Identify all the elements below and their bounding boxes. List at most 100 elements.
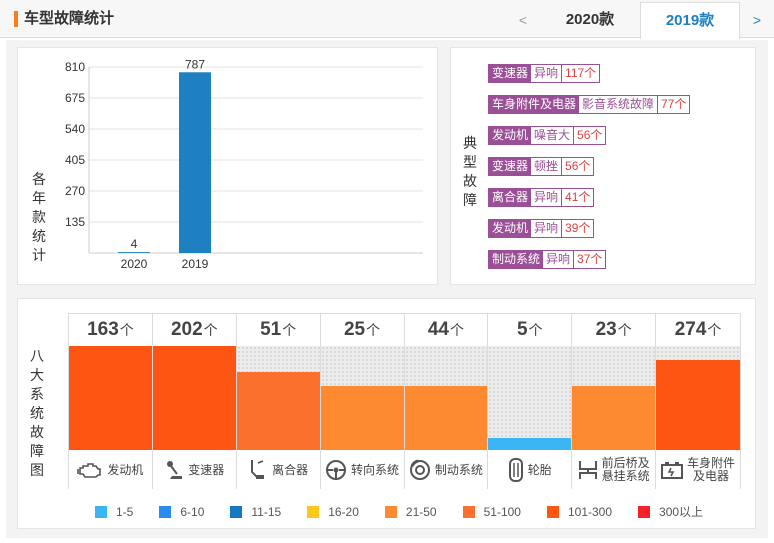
bar-2019 [179, 72, 211, 253]
fault-tag-list: 变速器 异响 117个 车身附件及电器 影音系统故障 77个 发动机 噪音大 56个 变速器 顿挫 5… [488, 64, 691, 281]
system-count-unit: 个 [707, 322, 722, 338]
y-tick-label: 810 [65, 60, 85, 74]
fault-symptom-label: 异响 [531, 189, 563, 206]
y-tick-label: 675 [65, 91, 85, 105]
system-count-value: 274 [674, 319, 707, 340]
fault-symptom-label: 异响 [531, 220, 563, 237]
fault-symptom-label: 异响 [543, 251, 575, 268]
fault-count-label: 41个 [562, 189, 594, 206]
system-count: 25个 [320, 314, 404, 346]
typical-faults-side-label: 典 型 故 障 [462, 134, 478, 210]
fault-tag[interactable]: 车身附件及电器 影音系统故障 77个 [488, 95, 691, 114]
fault-tag[interactable]: 发动机 噪音大 56个 [488, 126, 607, 145]
fault-tag[interactable]: 制动系统 异响 37个 [488, 250, 607, 269]
fault-symptom-label: 顿挫 [531, 158, 563, 175]
fault-tag[interactable]: 发动机 异响 39个 [488, 219, 595, 238]
engine-icon [77, 461, 107, 479]
system-name-cell: 变速器 [152, 451, 236, 489]
fault-count-label: 77个 [658, 96, 690, 113]
legend-label: 6-10 [180, 504, 205, 519]
system-bar [656, 359, 740, 450]
system-bar-area [404, 346, 488, 450]
system-count-value: 44 [427, 319, 449, 340]
legend-label: 21-50 [405, 504, 437, 519]
brake-disc-icon [409, 459, 435, 481]
next-year-arrow-icon[interactable]: > [752, 12, 762, 28]
system-count-value: 51 [260, 319, 282, 340]
legend: 1-5 6-10 11-15 16-20 21-50 51-100 101-300 300以上 [95, 503, 729, 520]
system-bar-area [320, 346, 404, 450]
fault-count-label: 56个 [562, 158, 594, 175]
legend-item: 1-5 [95, 503, 133, 520]
system-bar [236, 372, 320, 450]
legend-swatch [95, 505, 107, 518]
fault-system-label: 发动机 [489, 220, 532, 237]
system-name: 制动系统 [434, 462, 483, 477]
legend-label: 51-100 [483, 504, 521, 519]
system-column[interactable]: 44个制动系统 [404, 313, 489, 489]
system-count-value: 25 [343, 319, 366, 340]
fault-tag[interactable]: 变速器 异响 117个 [488, 64, 601, 83]
fault-tag[interactable]: 离合器 异响 41个 [488, 188, 595, 207]
typical-faults-panel: 典 型 故 障 变速器 异响 117个车身附件及电器 影音系统故障 77个 发动机 噪音大 5… [450, 47, 756, 285]
legend-swatch [384, 505, 397, 518]
system-count-value: 23 [595, 319, 617, 340]
system-column[interactable]: 25个转向系统 [320, 313, 405, 489]
legend-swatch [546, 505, 559, 518]
legend-item: 6-10 [159, 503, 204, 520]
tab-2019[interactable]: 2019款 [640, 2, 740, 39]
system-bar-area [69, 346, 152, 450]
system-count-value: 202 [170, 319, 203, 340]
fault-system-label: 变速器 [489, 158, 532, 175]
system-count-value: 5 [517, 319, 528, 340]
system-bar [320, 385, 404, 450]
system-column[interactable]: 202个变速器 [152, 313, 237, 489]
side-label-char: 典 [463, 135, 477, 151]
page-title: 车型故障统计 [24, 10, 115, 27]
system-bar-area [236, 346, 320, 450]
y-tick-label: 405 [65, 153, 85, 167]
system-column[interactable]: 274个车身附件 及电器 [656, 313, 741, 489]
system-bar [152, 346, 236, 450]
system-column[interactable]: 23个 前后桥及 悬挂系统 [572, 313, 657, 489]
battery-icon [661, 461, 687, 479]
legend-swatch [638, 505, 651, 518]
prev-year-arrow-icon[interactable]: < [518, 12, 528, 28]
system-name-cell: 转向系统 [320, 451, 404, 489]
steering-wheel-icon [325, 459, 351, 481]
system-name-cell: 轮胎 [488, 451, 572, 489]
side-label-char: 八 [30, 348, 44, 364]
system-bar [404, 385, 488, 450]
system-count-unit: 个 [282, 322, 297, 338]
y-tick-label: 135 [65, 215, 85, 229]
fault-system-label: 制动系统 [489, 251, 544, 268]
system-count-unit: 个 [203, 322, 218, 338]
system-name-line: 车身附件 [687, 456, 736, 470]
fault-symptom-label: 异响 [531, 65, 563, 82]
clutch-pedal-icon [248, 459, 272, 481]
system-count-unit: 个 [450, 322, 464, 338]
system-name: 发动机 [107, 462, 144, 477]
year-chart-side-label: 各 年 款 统 计 [31, 170, 47, 265]
system-count: 274个 [656, 314, 740, 346]
legend-item: 300以上 [638, 503, 703, 520]
system-column[interactable]: 5个轮胎 [488, 313, 573, 489]
systems-grid: 163个 发动机 202个 变速器 51个 离合器 25个 转向系统 44个 制动系统 5个 轮胎 23… [68, 313, 741, 489]
system-column[interactable]: 163个 发动机 [69, 313, 153, 489]
fault-count-label: 56个 [574, 127, 606, 144]
systems-panel: 八 大 系 统 故 障 图 163个 发动机 202个 变速器 51个 离合器 25个 转向系… [17, 298, 756, 529]
side-label-char: 图 [30, 462, 44, 478]
system-count: 202个 [152, 314, 236, 346]
legend-swatch [462, 505, 475, 518]
system-bar-area [572, 346, 656, 450]
fault-tag[interactable]: 变速器 顿挫 56个 [488, 157, 595, 176]
page-header: 车型故障统计 < 2020款 2019款 > [0, 0, 774, 39]
system-name-cell: 车身附件 及电器 [656, 451, 740, 489]
legend-item: 11-15 [230, 503, 281, 520]
system-column[interactable]: 51个 离合器 [236, 313, 321, 489]
side-label-char: 型 [463, 154, 477, 170]
legend-swatch [159, 505, 172, 518]
system-name-line: 前后桥及 [601, 456, 650, 470]
tab-2020[interactable]: 2020款 [565, 11, 615, 28]
system-count: 5个 [488, 314, 572, 346]
